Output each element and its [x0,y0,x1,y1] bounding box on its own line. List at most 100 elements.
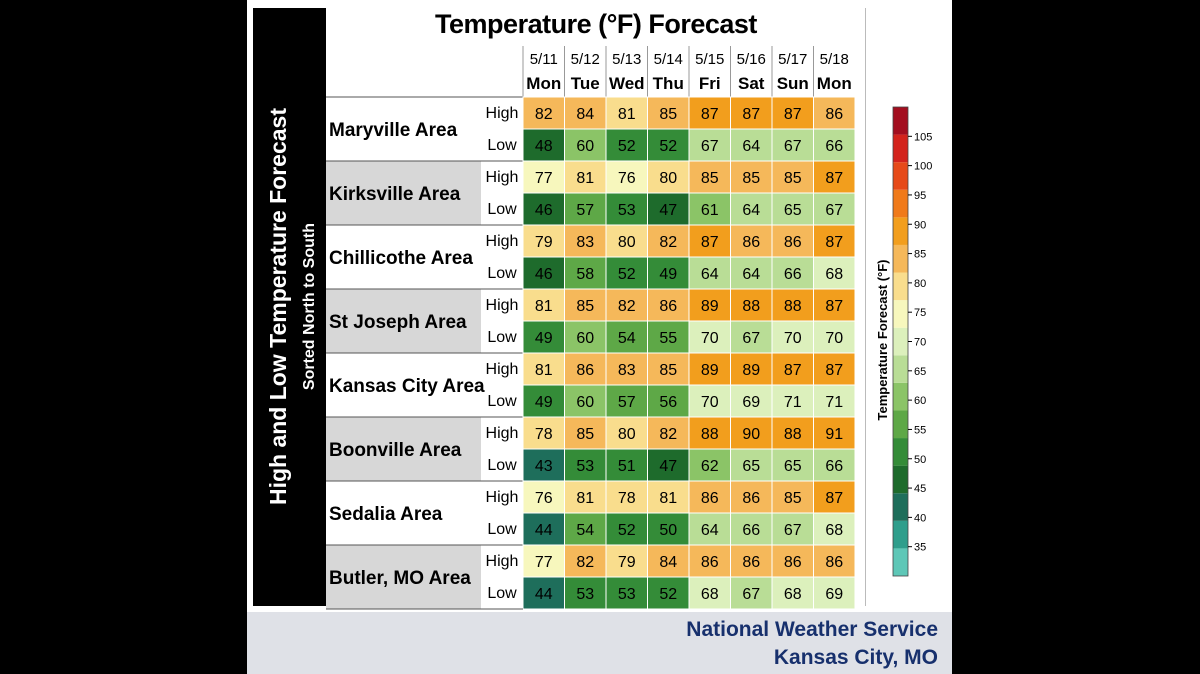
temp-cell [647,448,690,482]
colorbar-segment [893,217,908,245]
low-label: Low [487,137,517,154]
temp-value: 68 [701,586,719,603]
header-day: Mon [526,74,561,93]
temp-cell [688,448,731,482]
temp-cell [605,352,648,386]
temp-value: 66 [784,266,802,283]
temp-cell [688,320,731,354]
colorbar-segment [893,134,908,163]
colorbar-segment [893,548,908,576]
low-label: Low [487,585,517,602]
temp-cell [771,160,814,194]
colorbar-tick-label: 85 [914,249,926,261]
temp-value: 89 [701,298,719,315]
temp-cell [605,320,648,354]
temp-cell [813,192,856,226]
temp-value: 60 [576,330,594,347]
temp-value: 82 [659,234,677,251]
temp-value: 87 [701,106,719,123]
temp-value: 86 [742,490,760,507]
high-label: High [486,297,519,314]
temp-cell [730,256,773,290]
temp-cell [647,352,690,386]
temp-value: 79 [618,554,636,571]
temp-value: 81 [535,362,553,379]
temp-value: 47 [659,202,677,219]
temp-cell [522,448,565,482]
temp-value: 57 [618,394,636,411]
temp-value: 88 [742,298,760,315]
temp-value: 80 [618,426,636,443]
low-label: Low [487,265,517,282]
temp-cell [730,544,773,578]
colorbar-tick-label: 65 [914,366,926,378]
temp-value: 71 [784,394,802,411]
temp-value: 87 [825,298,843,315]
temp-value: 83 [576,234,594,251]
temp-cell [605,448,648,482]
temp-cell [813,576,856,610]
colorbar-segment [893,244,908,273]
colorbar-segment [893,438,908,466]
colorbar-segment [893,300,908,328]
colorbar-tick-label: 100 [914,161,932,173]
temp-value: 85 [784,170,802,187]
footer-agency: National Weather Service [686,618,938,641]
temp-value: 58 [576,266,594,283]
temp-value: 80 [659,170,677,187]
temp-value: 43 [535,458,553,475]
area-name: Sedalia Area [329,504,443,525]
temp-value: 89 [701,362,719,379]
temp-value: 52 [659,586,677,603]
area-name: Boonville Area [329,440,462,461]
temp-value: 81 [535,298,553,315]
colorbar-tick-label: 90 [914,219,926,231]
temp-cell [771,256,814,290]
temp-cell [813,416,856,450]
colorbar-segment [893,327,908,356]
high-label: High [486,105,519,122]
temp-cell [522,384,565,418]
temp-value: 52 [618,266,636,283]
temp-value: 68 [784,586,802,603]
temp-value: 53 [576,586,594,603]
temp-value: 66 [825,138,843,155]
temp-value: 90 [742,426,760,443]
temp-value: 67 [784,522,802,539]
temp-value: 62 [701,458,719,475]
footer-banner: National Weather Service Kansas City, MO [247,612,952,674]
high-label: High [486,169,519,186]
temp-value: 81 [576,170,594,187]
temp-value: 49 [535,394,553,411]
temp-value: 80 [618,234,636,251]
temp-value: 54 [576,522,594,539]
area-row-shade [326,545,481,609]
temp-cell [730,96,773,130]
temp-value: 91 [825,426,843,443]
temp-cell [647,320,690,354]
temp-value: 67 [784,138,802,155]
colorbar-title: Temperature Forecast (°F) [875,260,890,421]
header-day: Thu [653,74,684,93]
temp-cell [688,192,731,226]
high-label: High [486,425,519,442]
temp-cell [605,544,648,578]
temp-cell [522,416,565,450]
temp-value: 78 [535,426,553,443]
temp-value: 85 [701,170,719,187]
temp-value: 70 [701,394,719,411]
temp-value: 87 [701,234,719,251]
temp-value: 68 [825,266,843,283]
temp-cell [813,512,856,546]
temp-cell [647,576,690,610]
temp-value: 76 [618,170,636,187]
temp-value: 53 [618,202,636,219]
colorbar-segment [893,107,908,135]
colorbar-tick-label: 70 [914,337,926,349]
temp-value: 86 [701,554,719,571]
temp-value: 76 [535,490,553,507]
temp-value: 81 [618,106,636,123]
colorbar-segment [893,493,908,521]
area-name: Kansas City Area [329,376,485,397]
temp-value: 88 [784,298,802,315]
